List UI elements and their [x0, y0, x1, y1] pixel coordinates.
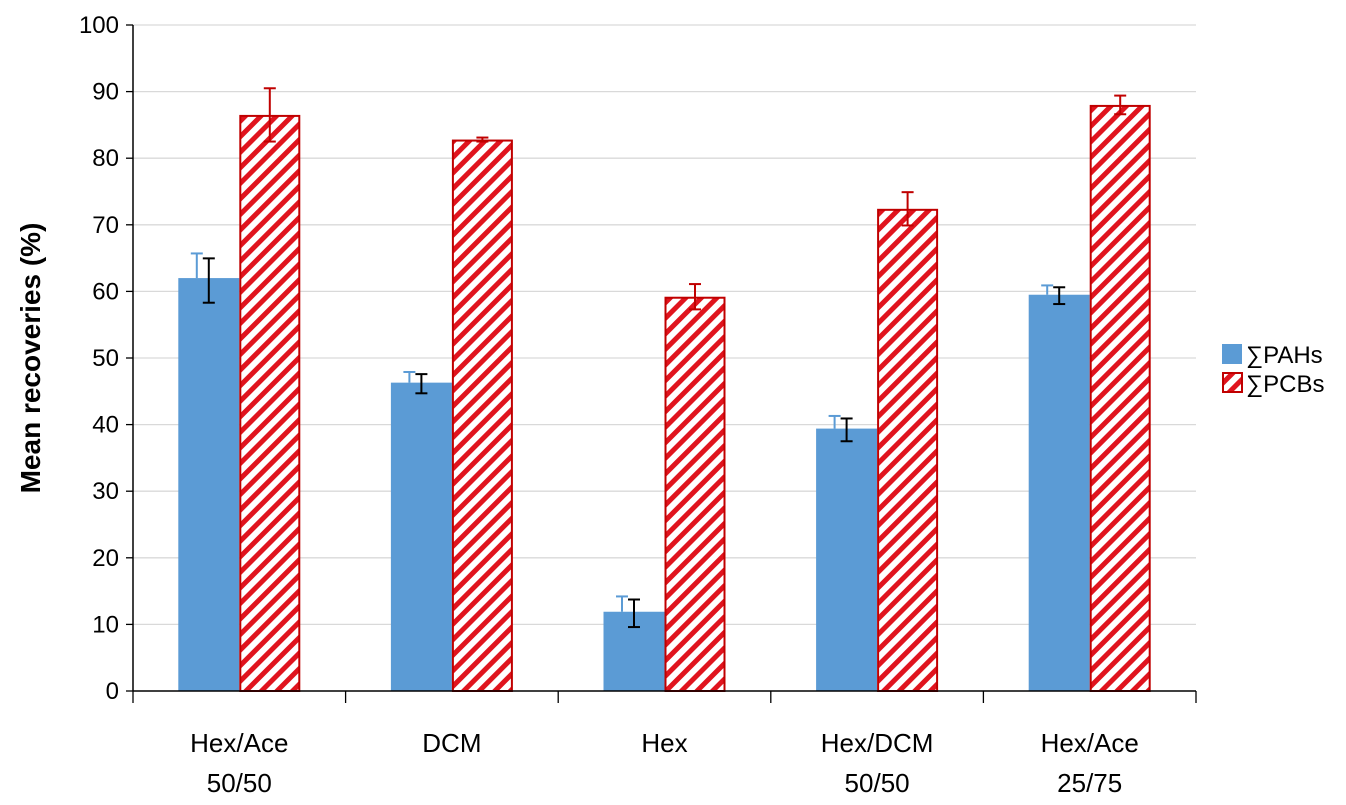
legend-swatch-pcbs	[1222, 372, 1243, 393]
x-category-label: Hex/Ace	[1041, 728, 1139, 758]
y-tick-label: 60	[92, 278, 119, 305]
axis-labels: 0 10 20 30 40 50 60 70 80 90 100 Hex/Ace 50/50 DCM Hex…	[79, 12, 1139, 798]
x-category-label: DCM	[422, 728, 481, 758]
legend-label-pahs: ∑PAHs	[1246, 342, 1323, 369]
y-tick-label: 20	[92, 545, 119, 572]
x-category-label: Hex	[641, 728, 687, 758]
y-tick-label: 70	[92, 212, 119, 239]
bar-pahs	[1028, 294, 1090, 691]
y-axis-title: Mean recoveries (%)	[15, 223, 46, 494]
y-tick-label: 30	[92, 478, 119, 505]
x-category-label: Hex/Ace	[190, 728, 288, 758]
bars	[178, 104, 1151, 693]
y-tick-label: 80	[92, 145, 119, 172]
x-category-label: Hex/DCM	[821, 728, 934, 758]
error-bars	[190, 87, 1127, 629]
bar-pahs	[178, 278, 240, 691]
bar-pahs	[390, 382, 452, 691]
y-tick-label: 0	[106, 678, 119, 705]
x-category-label: 50/50	[845, 768, 910, 798]
bar-pcbs	[451, 139, 513, 692]
y-tick-label: 40	[92, 412, 119, 439]
x-category-label: 50/50	[207, 768, 272, 798]
y-tick-label: 90	[92, 79, 119, 106]
bar-pcbs	[664, 296, 726, 692]
axes	[126, 24, 1197, 703]
legend: ∑PAHs ∑PCBs	[1222, 342, 1324, 398]
bar-pcbs	[1089, 104, 1151, 693]
y-tick-label: 10	[92, 611, 119, 638]
bar-pahs	[816, 428, 878, 691]
legend-label-pcbs: ∑PCBs	[1246, 371, 1324, 398]
bar-pcbs	[239, 114, 301, 693]
x-category-label: 25/75	[1057, 768, 1122, 798]
y-tick-label: 50	[92, 345, 119, 372]
y-tick-label: 100	[79, 12, 119, 39]
bar-pcbs	[877, 208, 939, 692]
legend-swatch-pahs	[1222, 344, 1242, 364]
